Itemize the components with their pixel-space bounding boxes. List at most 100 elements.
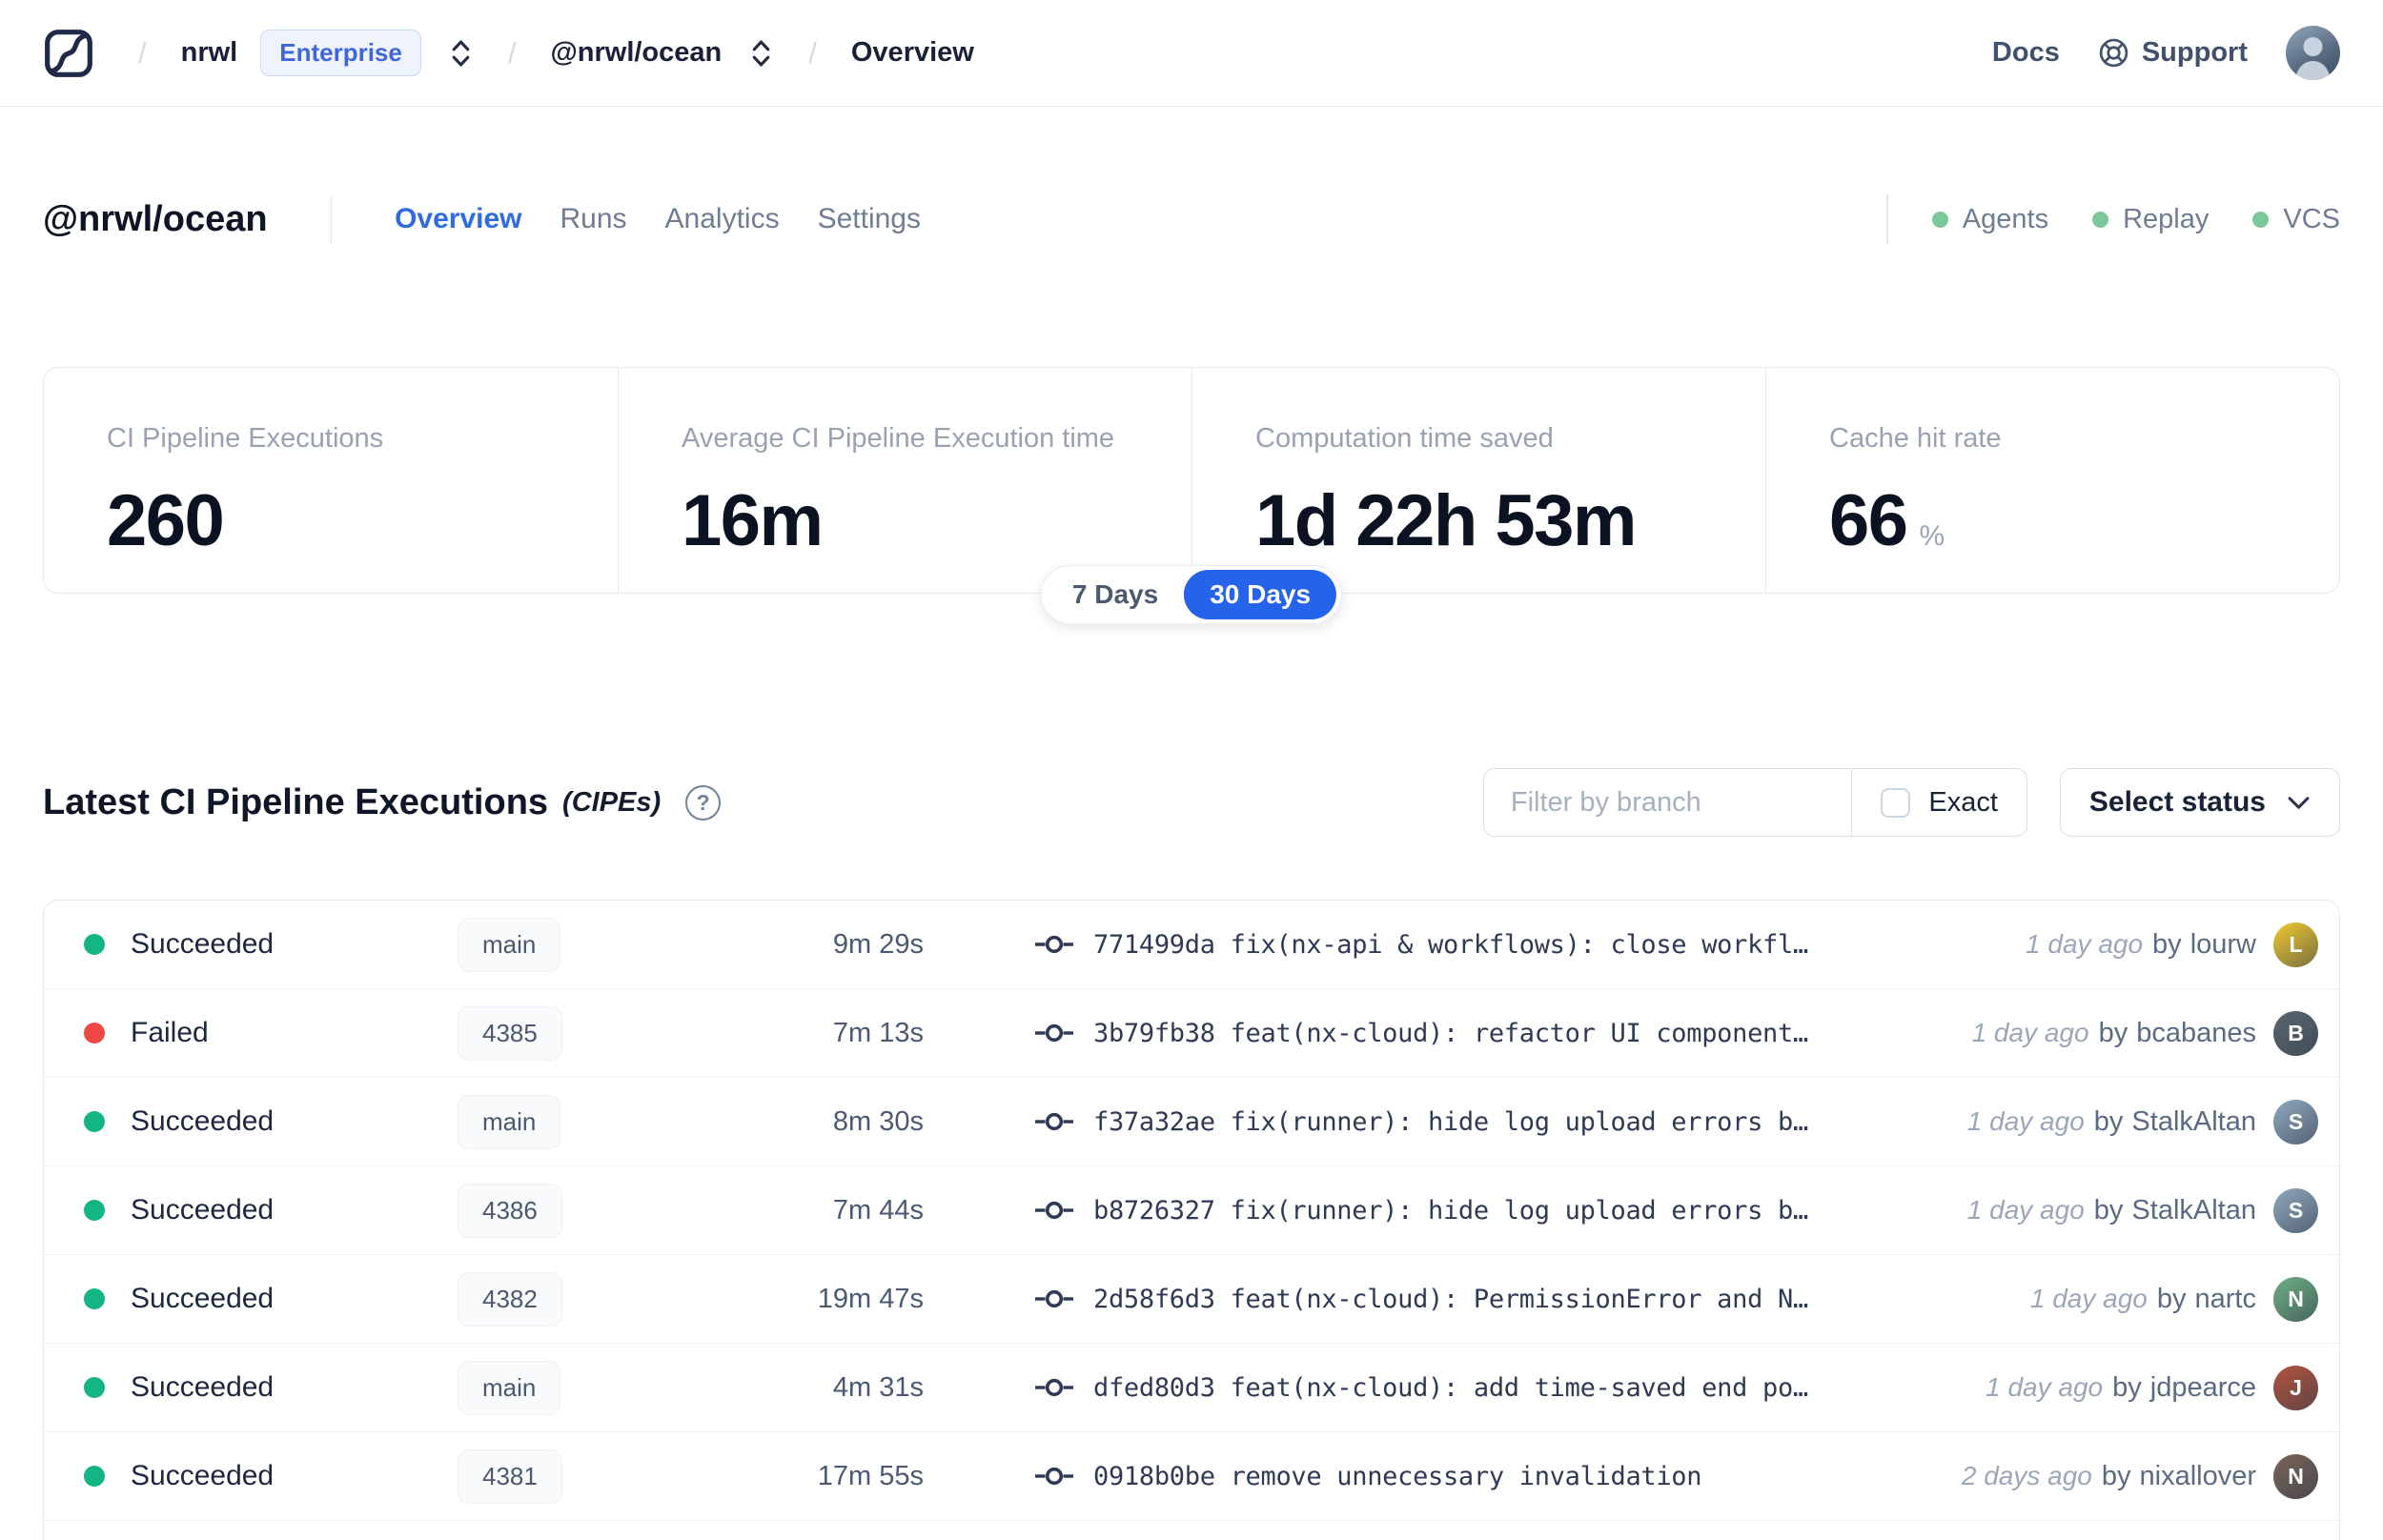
by-label: by <box>2101 1460 2131 1491</box>
meta-cell: 1 day ago by StalkAltan S <box>1966 1099 2339 1145</box>
meta-cell: 1 day ago by lourw L <box>2026 922 2339 967</box>
author-name: bcabanes <box>2136 1017 2256 1048</box>
time-ago: 1 day ago <box>2029 1284 2148 1313</box>
branch-badge[interactable]: 4382 <box>458 1271 562 1327</box>
status-dot-green <box>2252 211 2270 228</box>
status-dot <box>84 934 105 955</box>
service-vcs[interactable]: VCS <box>2252 204 2340 235</box>
support-link[interactable]: Support <box>2098 37 2248 69</box>
branch-badge[interactable]: main <box>458 1094 561 1149</box>
stat-label: Cache hit rate <box>1829 423 2002 454</box>
cipe-table: Succeeded main 9m 29s 771499da fix(nx-ap… <box>43 900 2340 1540</box>
cipe-title: Latest CI Pipeline Executions <box>43 781 549 822</box>
stat-value: 1d 22h 53m <box>1255 480 1638 561</box>
lifebuoy-icon <box>2099 38 2128 68</box>
exact-checkbox[interactable] <box>1881 787 1911 818</box>
workspace-title: @nrwl/ocean <box>43 198 268 239</box>
status-cell: Succeeded <box>44 1105 458 1138</box>
user-avatar[interactable] <box>2286 26 2340 80</box>
branch-badge[interactable]: 4386 <box>458 1183 562 1238</box>
org-selector-button[interactable] <box>448 36 474 71</box>
author-avatar: L <box>2273 922 2318 967</box>
duration-cell: 7m 44s <box>832 1194 924 1226</box>
status-label: Succeeded <box>131 1283 275 1314</box>
stat-suffix: % <box>1919 520 1945 552</box>
table-row[interactable]: Succeeded 4381 17m 55s 0918b0be remove u… <box>44 1432 2339 1521</box>
commit-message: 2d58f6d3 feat(nx-cloud): PermissionError… <box>1093 1284 1808 1314</box>
stat-label: Average CI Pipeline Execution time <box>682 423 1115 454</box>
commit-message: 3b79fb38 feat(nx-cloud): refactor UI com… <box>1093 1018 1808 1048</box>
stat-value: 260 <box>107 480 225 561</box>
duration-cell: 17m 55s <box>817 1460 924 1491</box>
branch-badge[interactable]: 4385 <box>458 1005 562 1061</box>
table-row[interactable]: Succeeded main 8m 30s f37a32ae fix(runne… <box>44 1078 2339 1166</box>
commit-cell: 2d58f6d3 feat(nx-cloud): PermissionError… <box>924 1285 2030 1314</box>
branch-cell: main <box>458 1094 686 1149</box>
service-label: VCS <box>2283 203 2340 234</box>
breadcrumb-separator: / <box>808 35 817 70</box>
author-avatar: B <box>2273 1010 2318 1056</box>
branch-badge[interactable]: main <box>458 917 561 972</box>
meta-cell: 1 day ago by StalkAltan S <box>1966 1187 2339 1233</box>
stat-value: 66 <box>1829 480 1908 561</box>
commit-message: b8726327 fix(runner): hide log upload er… <box>1093 1195 1808 1226</box>
tab-overview[interactable]: Overview <box>395 203 522 234</box>
tab-settings[interactable]: Settings <box>817 203 921 234</box>
support-label: Support <box>2141 37 2248 68</box>
table-row[interactable]: Failed 4385 7m 13s 3b79fb38 feat(nx-clou… <box>44 989 2339 1078</box>
exact-match-control: Exact <box>1852 787 2027 819</box>
workspace-selector-button[interactable] <box>748 36 774 71</box>
branch-badge[interactable]: 4381 <box>458 1449 562 1504</box>
breadcrumb-workspace[interactable]: @nrwl/ocean <box>550 37 723 68</box>
stats-section: CI Pipeline Executions 260 Average CI Pi… <box>43 367 2340 624</box>
author-avatar: S <box>2273 1187 2318 1233</box>
range-option-30-days[interactable]: 30 Days <box>1184 570 1337 619</box>
author-avatar: J <box>2273 1365 2318 1410</box>
tab-analytics[interactable]: Analytics <box>664 203 780 234</box>
nx-cloud-logo-icon <box>45 29 92 77</box>
status-dot-green <box>1931 211 1948 228</box>
service-agents[interactable]: Agents <box>1931 203 2049 235</box>
breadcrumb-separator: / <box>138 35 147 70</box>
time-ago: 1 day ago <box>1966 1195 2085 1225</box>
select-status-dropdown[interactable]: Select status <box>2059 768 2340 837</box>
branch-badge[interactable]: main <box>458 1360 561 1415</box>
by-label: by <box>2112 1371 2142 1403</box>
service-status-group: Agents Replay VCS <box>1886 194 2340 244</box>
duration-cell: 19m 47s <box>817 1283 924 1314</box>
branch-cell: main <box>458 1360 686 1415</box>
stat-computation-time-saved: Computation time saved 1d 22h 53m <box>1192 368 1765 593</box>
service-label: Replay <box>2123 203 2210 234</box>
branch-cell: 4385 <box>458 1005 686 1061</box>
table-row[interactable]: Succeeded main 4m 31s dfed80d3 feat(nx-c… <box>44 1344 2339 1432</box>
tab-runs[interactable]: Runs <box>560 203 627 234</box>
stats-cards: CI Pipeline Executions 260 Average CI Pi… <box>43 367 2340 594</box>
duration-cell: 9m 29s <box>832 928 924 960</box>
by-label: by <box>2093 1194 2124 1226</box>
author-name: StalkAltan <box>2131 1105 2256 1137</box>
breadcrumb-org[interactable]: nrwl <box>180 37 238 68</box>
range-option-7-days[interactable]: 7 Days <box>1071 579 1159 609</box>
divider <box>1886 194 1888 244</box>
status-cell: Succeeded <box>44 1194 458 1226</box>
author-name: nixallover <box>2139 1460 2257 1491</box>
author-avatar: N <box>2273 1453 2318 1499</box>
docs-link[interactable]: Docs <box>1991 37 2060 68</box>
service-replay[interactable]: Replay <box>2092 204 2209 235</box>
table-row[interactable]: Succeeded 4386 7m 44s b8726327 fix(runne… <box>44 1166 2339 1255</box>
breadcrumb-separator: / <box>507 35 517 70</box>
time-ago: 1 day ago <box>1966 1106 2085 1136</box>
git-commit-icon <box>1035 935 1073 954</box>
table-row[interactable]: Succeeded main 9m 29s 771499da fix(nx-ap… <box>44 901 2339 989</box>
time-ago: 1 day ago <box>2026 929 2144 959</box>
commit-message: 0918b0be remove unnecessary invalidation <box>1093 1461 1702 1491</box>
table-row[interactable]: Succeeded 4382 19m 47s 2d58f6d3 feat(nx-… <box>44 1255 2339 1344</box>
git-commit-icon <box>1035 1023 1073 1043</box>
help-icon[interactable]: ? <box>685 784 722 821</box>
nx-cloud-logo[interactable] <box>43 28 94 79</box>
branch-filter-input[interactable] <box>1483 769 1851 836</box>
stat-value: 16m <box>682 480 824 561</box>
divider <box>1850 769 1853 836</box>
author-name: jdpearce <box>2149 1371 2256 1403</box>
service-label: Agents <box>1962 203 2049 234</box>
